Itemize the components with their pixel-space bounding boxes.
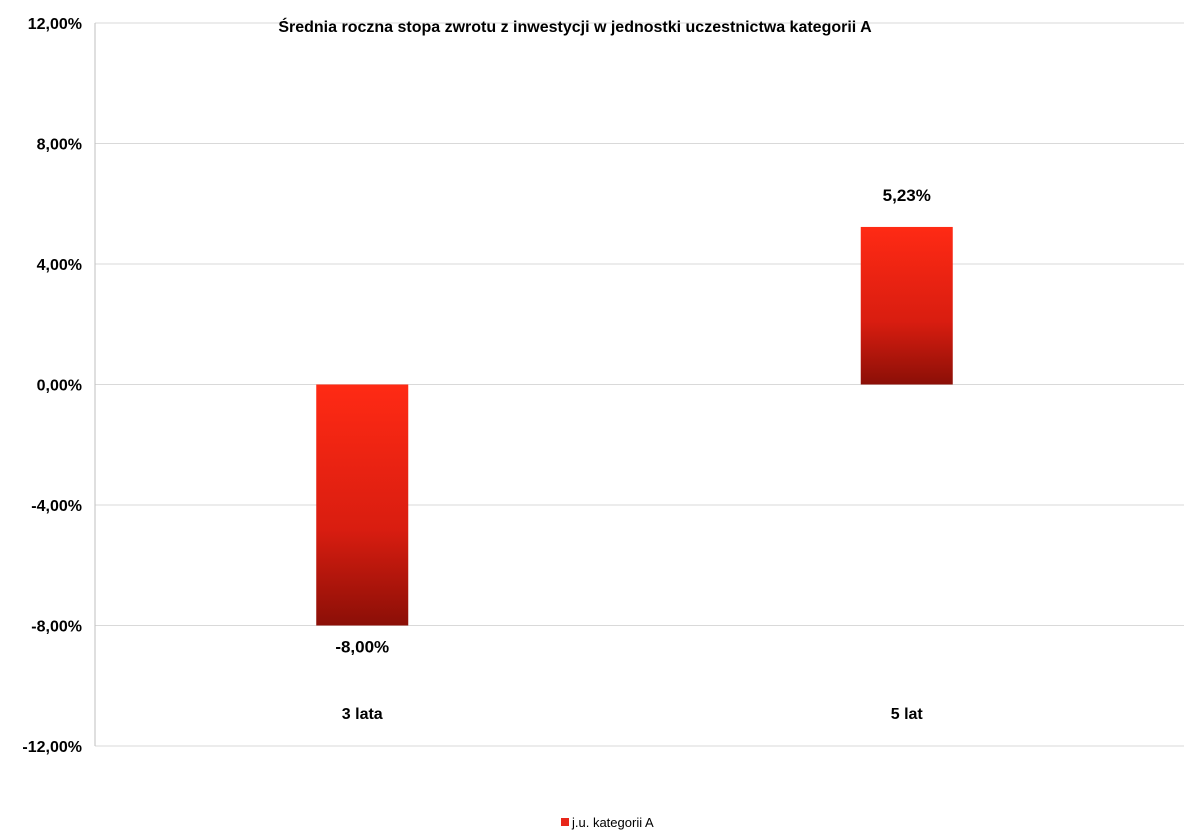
x-axis-ticks: 3 lata 5 lat: [342, 706, 924, 723]
y-tick-label: -8,00%: [31, 619, 82, 636]
bars: [316, 226, 953, 626]
y-tick-label: 0,00%: [37, 378, 82, 395]
y-axis-ticks: 12,00% 8,00% 4,00% 0,00% -4,00% -8,00% -12,00%: [22, 16, 82, 756]
data-label: -8,00%: [335, 638, 389, 657]
x-tick-label: 3 lata: [342, 706, 383, 723]
y-tick-label: 8,00%: [37, 137, 82, 154]
x-tick-label: 5 lat: [891, 706, 924, 723]
legend-swatch: [561, 818, 569, 826]
bar: [316, 384, 409, 626]
y-tick-label: 12,00%: [28, 16, 82, 33]
y-tick-label: -12,00%: [22, 739, 82, 756]
legend-label: j.u. kategorii A: [571, 815, 654, 830]
gridlines: [94, 22, 1184, 747]
y-tick-label: -4,00%: [31, 498, 82, 515]
y-tick-label: 4,00%: [37, 257, 82, 274]
chart-title: Średnia roczna stopa zwrotu z inwestycji…: [278, 17, 872, 36]
bar: [860, 226, 953, 385]
legend: j.u. kategorii A: [561, 815, 654, 830]
data-label: 5,23%: [883, 186, 931, 205]
data-labels: -8,00% 5,23%: [335, 186, 931, 657]
